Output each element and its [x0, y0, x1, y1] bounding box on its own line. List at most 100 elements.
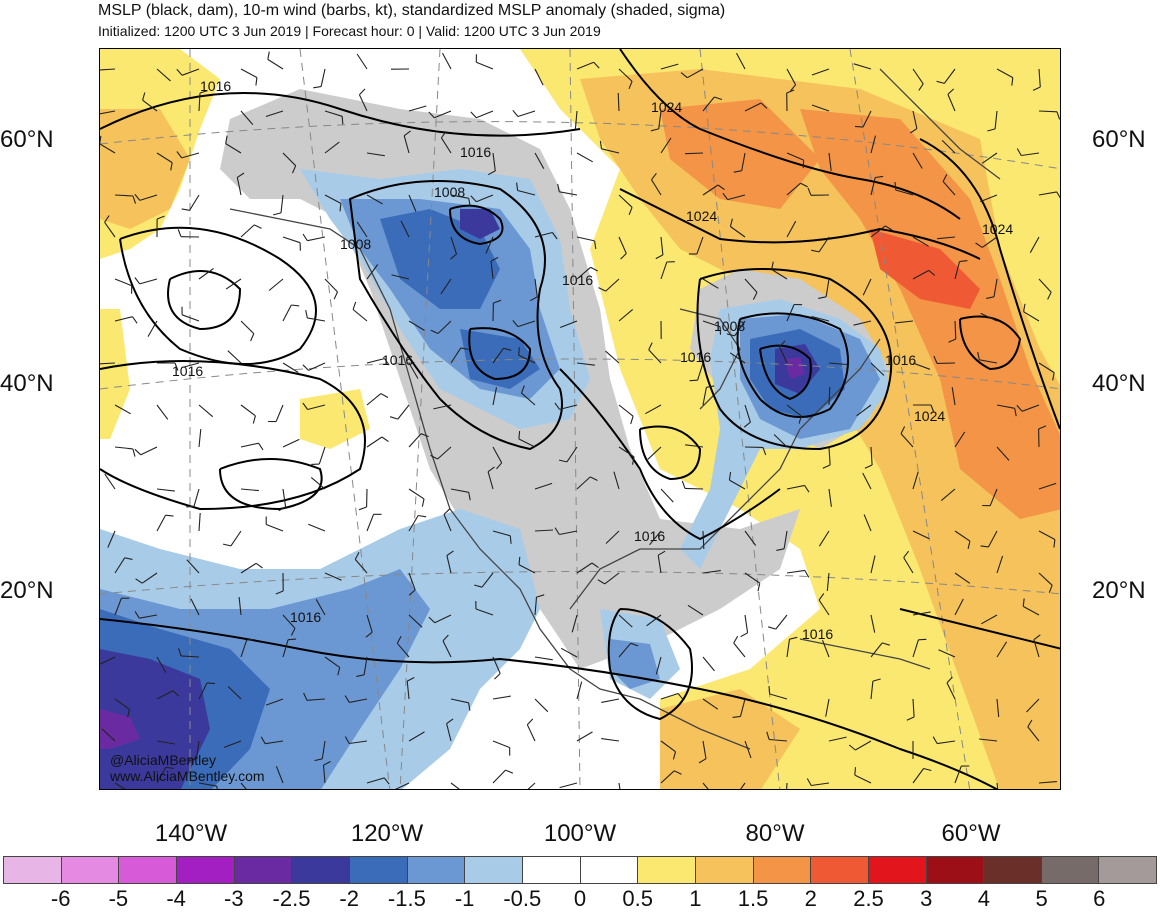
colorbar-tick-label: 0.5	[622, 886, 653, 911]
wind-barb-flag	[689, 379, 698, 382]
wind-barb-flag	[872, 678, 881, 682]
wind-barb-flag	[252, 415, 256, 424]
colorbar-swatch	[868, 857, 927, 883]
wind-barb-flag	[1027, 719, 1033, 728]
wind-barb-staff	[280, 194, 284, 213]
wind-barb-staff	[440, 137, 452, 154]
wind-barb-flag	[806, 778, 812, 786]
wind-barb-staff	[912, 471, 919, 490]
wind-barb-staff	[240, 639, 248, 658]
map-canvas: 1016 1016 1008 1008 1016 1016 1016 1016 …	[100, 49, 1060, 789]
wind-barb-staff	[476, 110, 494, 119]
wind-barb-flag	[406, 677, 415, 682]
colorbar-tick-label: -2.5	[272, 886, 311, 911]
wind-barb-flag	[255, 562, 263, 569]
wind-barb-staff	[618, 308, 634, 322]
wind-barb-staff	[687, 604, 704, 616]
wind-barb-staff	[870, 681, 874, 700]
wind-barb-staff	[408, 320, 425, 331]
wind-barb-staff	[366, 152, 385, 157]
wind-barb-staff	[660, 488, 674, 503]
wind-barb-flag	[135, 578, 143, 584]
colorbar-tick-label: 5	[1035, 886, 1048, 911]
isobar-label: 1024	[686, 208, 717, 224]
wind-barb-flag	[165, 766, 174, 769]
wind-barb-flag	[650, 128, 659, 132]
wind-barb-staff	[156, 656, 167, 673]
wind-barb-staff	[240, 224, 255, 238]
wind-barb-flag	[593, 61, 600, 69]
wind-barb-flag	[493, 299, 502, 304]
wind-barb-staff	[702, 278, 719, 289]
wind-barb-staff	[853, 320, 872, 326]
wind-barb-staff	[356, 221, 368, 238]
wind-barb-flag	[291, 304, 300, 307]
wind-barb-staff	[104, 221, 116, 238]
wind-barb-staff	[266, 523, 284, 532]
wind-barb-flag	[909, 128, 918, 134]
wind-barb-staff	[870, 177, 876, 196]
wind-barb-staff	[450, 782, 460, 789]
wind-barb-staff	[825, 698, 830, 717]
wind-barb-staff	[403, 135, 410, 154]
wind-barb-flag	[923, 767, 932, 772]
wind-barb-staff	[828, 362, 847, 366]
wind-barb-staff	[769, 693, 788, 700]
wind-barb-flag	[344, 695, 350, 703]
wind-barb-staff	[282, 488, 287, 507]
wind-barb-staff	[324, 278, 338, 293]
wind-barb-flag	[258, 442, 264, 451]
wind-barb-flag	[420, 433, 429, 438]
isobar-label: 1016	[562, 272, 593, 288]
wind-barb-staff	[576, 362, 595, 366]
wind-barb-staff	[828, 736, 847, 742]
wind-barb-flag	[216, 785, 218, 789]
wind-barb-staff	[870, 555, 876, 574]
wind-barb-staff	[1021, 404, 1040, 412]
wind-barb-flag	[225, 135, 228, 144]
wind-barb-staff	[979, 359, 998, 364]
wind-barb-flag	[509, 535, 512, 544]
wind-barb-flag	[254, 224, 262, 229]
wind-barb-staff	[912, 110, 918, 129]
wind-barb-staff	[821, 640, 830, 658]
wind-barb-flag	[967, 540, 971, 550]
wind-barb-staff	[912, 362, 931, 370]
wind-barb-flag	[903, 550, 910, 558]
wind-barb-flag	[733, 170, 742, 173]
wind-barb-staff	[322, 765, 326, 784]
wind-barb-staff	[996, 782, 999, 789]
wind-barb-staff	[828, 386, 831, 406]
wind-barb-flag	[882, 642, 890, 646]
wind-barb-staff	[156, 488, 175, 492]
wind-barb-staff	[198, 404, 214, 418]
wind-barb-staff	[1021, 152, 1040, 157]
wind-barb-staff	[100, 656, 116, 665]
wind-barb-flag	[1038, 425, 1047, 430]
wind-barb-flag	[768, 626, 776, 630]
wind-barb-staff	[981, 152, 998, 164]
wind-barb-staff	[954, 572, 971, 584]
wind-barb-staff	[408, 362, 419, 379]
wind-barb-staff	[395, 782, 410, 789]
wind-barb-flag	[526, 718, 534, 726]
wind-barb-staff	[617, 92, 620, 112]
wind-barb-staff	[307, 404, 326, 411]
wind-barb-staff	[783, 530, 788, 549]
colorbar-swatch	[1041, 857, 1100, 883]
wind-barb-flag	[260, 736, 266, 744]
wind-barb-staff	[156, 514, 166, 532]
wind-barb-staff	[481, 572, 494, 588]
wind-barb-staff	[786, 68, 797, 86]
wind-barb-staff	[240, 320, 255, 334]
wind-barb-staff	[870, 135, 877, 154]
wind-barb-flag	[512, 320, 519, 327]
isobars	[100, 49, 1060, 789]
wind-barb-staff	[356, 53, 368, 70]
wind-barb-flag	[165, 514, 174, 517]
wind-barb-staff	[517, 320, 536, 328]
wind-barb-flag	[918, 83, 924, 91]
anomaly-neg2-shading	[100, 209, 820, 789]
wind-barb-flag	[657, 550, 666, 556]
wind-barb-staff	[282, 639, 289, 658]
